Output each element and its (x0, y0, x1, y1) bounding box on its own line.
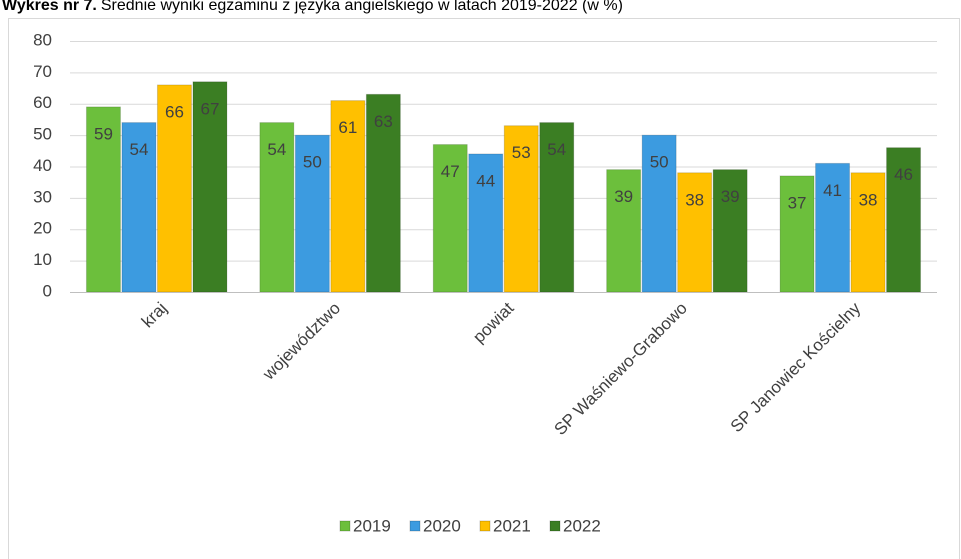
chart-frame (8, 18, 960, 559)
chart-title: Średnie wyniki egzaminu z języka angiels… (101, 0, 623, 14)
value-label: 38 (859, 190, 878, 209)
bar (85, 106, 121, 293)
value-label: 41 (823, 181, 842, 200)
x-tick-label: SP Waśniewo-Grabowo (551, 299, 691, 439)
bar (330, 100, 366, 293)
y-tick-label: 80 (33, 30, 52, 49)
value-label: 44 (476, 171, 495, 190)
y-tick-label: 30 (33, 187, 52, 206)
bar (677, 172, 713, 293)
value-label: 67 (200, 99, 219, 118)
y-tick-label: 70 (33, 62, 52, 81)
bar (121, 122, 157, 293)
legend-label: 2019 (353, 516, 391, 535)
value-label: 38 (685, 190, 704, 209)
chart-title-label: Wykres nr 7. (2, 0, 97, 14)
value-label: 54 (547, 140, 566, 159)
legend-label: 2021 (493, 516, 531, 535)
y-tick-label: 20 (33, 219, 52, 238)
value-label: 50 (303, 153, 322, 172)
bar (365, 93, 401, 293)
value-label: 59 (94, 124, 113, 143)
bar (815, 162, 851, 293)
value-label: 39 (721, 187, 740, 206)
legend-swatch (549, 520, 561, 532)
y-tick-label: 10 (33, 250, 52, 269)
x-tick-label: kraj (138, 299, 171, 332)
legend-swatch (409, 520, 421, 532)
value-label: 37 (788, 193, 807, 212)
value-label: 63 (374, 112, 393, 131)
bar (294, 134, 330, 293)
value-label: 54 (129, 140, 148, 159)
bar (712, 169, 748, 293)
value-label: 39 (614, 187, 633, 206)
bar (606, 169, 642, 293)
bar (432, 144, 468, 293)
value-label: 61 (338, 118, 357, 137)
legend-label: 2022 (563, 516, 601, 535)
legend-label: 2020 (423, 516, 461, 535)
bar (259, 122, 295, 293)
value-label: 66 (165, 102, 184, 121)
bar (539, 122, 575, 293)
bar (850, 172, 886, 293)
legend-swatch (339, 520, 351, 532)
y-tick-label: 50 (33, 125, 52, 144)
x-tick-label: powiat (469, 298, 517, 346)
value-label: 47 (441, 162, 460, 181)
bar (886, 147, 922, 293)
value-label: 53 (512, 143, 531, 162)
value-label: 50 (650, 153, 669, 172)
chart-title-line: Wykres nr 7. Średnie wyniki egzaminu z ję… (2, 0, 623, 14)
value-label: 46 (894, 165, 913, 184)
y-tick-label: 40 (33, 156, 52, 175)
value-label: 54 (267, 140, 286, 159)
legend-swatch (479, 520, 491, 532)
y-tick-label: 60 (33, 93, 52, 112)
y-tick-label: 0 (43, 281, 52, 300)
x-tick-label: województwo (258, 299, 344, 385)
bar (503, 125, 539, 293)
bar (641, 134, 677, 293)
bar (192, 81, 228, 293)
bar (468, 153, 504, 293)
x-tick-label: SP Janowiec Kościelny (727, 298, 865, 436)
